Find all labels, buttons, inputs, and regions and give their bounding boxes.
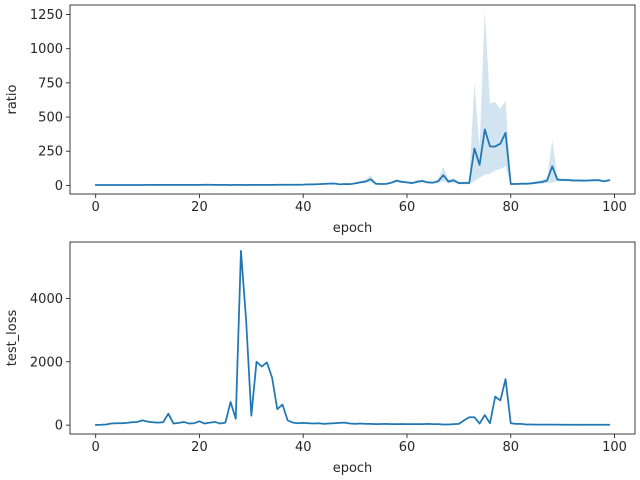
- test-loss-series-line: [94, 249, 611, 426]
- ratio-y-tick-label: 750: [38, 76, 63, 91]
- test-loss-x-tick-label: 20: [191, 440, 208, 455]
- ratio-x-tick-label: 80: [502, 200, 519, 215]
- ratio-y-tick-label: 1000: [30, 42, 63, 57]
- ratio-plot-area: [94, 11, 611, 186]
- ratio-x-tick-label: 100: [602, 200, 627, 215]
- test-loss-axes-frame: [69, 241, 636, 435]
- test-loss-x-tick-label: 60: [399, 440, 416, 455]
- ratio-axes-frame: [69, 4, 636, 195]
- ratio-y-axis-label: ratio: [5, 84, 20, 114]
- test-loss-ticks: 0 20 40 60 80 100 0 2000 4000: [30, 292, 627, 455]
- test-loss-x-tick-label: 40: [295, 440, 312, 455]
- test-loss-x-tick-label: 0: [92, 440, 100, 455]
- ratio-x-tick-label: 60: [399, 200, 416, 215]
- ratio-y-tick-label: 250: [38, 145, 63, 160]
- test-loss-y-axis-label: test_loss: [5, 309, 20, 366]
- ratio-x-tick-label: 0: [92, 200, 100, 215]
- ratio-y-tick-label: 500: [38, 111, 63, 126]
- test-loss-chart: 0 20 40 60 80 100 0 2000 4000 epoch test_loss: [5, 241, 636, 476]
- test-loss-y-tick-label: 4000: [30, 292, 63, 307]
- ratio-x-axis-label: epoch: [333, 221, 373, 236]
- test-loss-y-tick-label: 2000: [30, 355, 63, 370]
- ratio-confidence-band: [95, 11, 610, 186]
- ratio-series-line: [94, 128, 611, 186]
- test-loss-plot-area: [94, 249, 611, 426]
- ratio-y-tick-label: 0: [55, 179, 63, 194]
- test-loss-y-tick-label: 0: [55, 419, 63, 434]
- ratio-y-tick-label: 1250: [30, 8, 63, 23]
- ratio-x-tick-label: 40: [295, 200, 312, 215]
- test-loss-x-tick-label: 100: [602, 440, 627, 455]
- test-loss-x-axis-label: epoch: [333, 461, 373, 476]
- test-loss-x-tick-label: 80: [502, 440, 519, 455]
- ratio-x-tick-label: 20: [191, 200, 208, 215]
